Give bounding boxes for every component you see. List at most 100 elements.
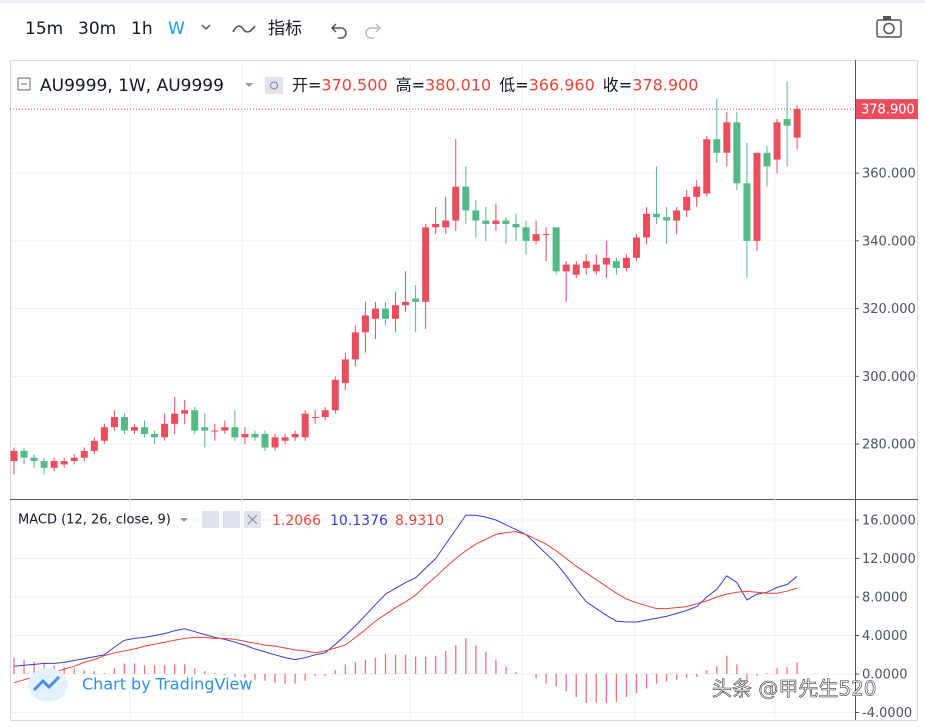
- last-price-tag: [856, 99, 918, 120]
- candle-body: [331, 379, 339, 411]
- candle-body: [753, 152, 761, 241]
- candle-body: [723, 122, 731, 153]
- undo-icon[interactable]: [330, 23, 347, 39]
- macd-line: [13, 531, 798, 684]
- last-price-label: 378.900: [861, 103, 915, 118]
- candle-body: [201, 427, 209, 431]
- candle-body: [432, 223, 440, 228]
- indicators-button[interactable]: 指标: [268, 19, 302, 39]
- candle-body: [643, 213, 651, 238]
- macd-hist-value: 1.2066: [272, 513, 321, 529]
- candle-body: [40, 461, 48, 468]
- price-legend: AU9999, 1W, AU9999 开= 370.500 高= 380.010 低= 3…: [17, 76, 698, 96]
- y-tick-label: 16.0000: [862, 514, 916, 529]
- redo-icon[interactable]: [365, 23, 382, 39]
- candle-body: [311, 417, 319, 419]
- macd-title: MACD (12, 26, close, 9): [18, 513, 171, 528]
- watermark-text[interactable]: Chart by TradingView: [82, 675, 252, 694]
- candle-body: [442, 220, 450, 228]
- candle-body: [522, 227, 530, 241]
- y-tick-label: 320.000: [862, 302, 916, 317]
- y-tick-label: 300.000: [862, 370, 916, 385]
- candle-body: [221, 427, 229, 431]
- candle-body: [271, 437, 279, 448]
- indicator-icon[interactable]: [232, 25, 256, 33]
- candle-body: [773, 122, 781, 160]
- candle-body: [30, 457, 38, 462]
- candle-body: [783, 118, 791, 126]
- candle-body: [261, 433, 269, 448]
- candle-body: [191, 410, 199, 431]
- y-tick-label: 340.000: [862, 234, 916, 249]
- ohlc-value: 378.900: [632, 76, 698, 95]
- candle-body: [653, 213, 661, 218]
- candle-body: [301, 413, 309, 438]
- candle-body: [492, 220, 500, 224]
- interval-button[interactable]: 1h: [131, 19, 153, 39]
- symbol-label: AU9999, 1W, AU9999: [40, 76, 224, 96]
- interval-button[interactable]: 15m: [25, 19, 63, 39]
- time-grid: [129, 61, 776, 720]
- collapse-icon[interactable]: [17, 77, 31, 91]
- interval-button[interactable]: 30m: [78, 19, 116, 39]
- macd-legend: MACD (12, 26, close, 9) 1.2066 10.1376 8…: [18, 511, 444, 529]
- candle-body: [592, 264, 600, 272]
- macd-line: [13, 514, 798, 667]
- candle-body: [683, 196, 691, 211]
- candle-body: [181, 410, 189, 414]
- settings-button[interactable]: [223, 511, 240, 528]
- y-tick-label: 4.0000: [862, 629, 908, 644]
- candle-body: [532, 234, 540, 241]
- y-tick-label: 12.0000: [862, 552, 916, 567]
- interval-button[interactable]: W: [168, 19, 185, 39]
- macd-line-value: 10.1376: [330, 513, 388, 529]
- candle-body: [562, 264, 570, 272]
- eye-icon[interactable]: [265, 77, 283, 94]
- candle-body: [622, 257, 630, 268]
- candle-body: [371, 308, 379, 319]
- y-tick-label: 8.0000: [862, 591, 908, 606]
- y-tick-label: 360.000: [862, 167, 916, 182]
- candle-body: [693, 186, 701, 197]
- candle-body: [512, 223, 520, 228]
- ohlc-value: 366.960: [529, 76, 595, 95]
- candle-body: [733, 122, 741, 184]
- ohlc-name: 低=: [499, 76, 528, 95]
- ohlc-name: 高=: [396, 76, 425, 95]
- candle-body: [482, 220, 490, 224]
- dropdown-chevron[interactable]: [201, 24, 211, 31]
- candle-body: [462, 186, 470, 211]
- candle-body: [392, 305, 400, 319]
- candle-body: [602, 257, 610, 265]
- ohlc-values: 开= 370.500 高= 380.010 低= 366.960 收= 378.900: [292, 76, 698, 95]
- y-tick-label: -4.0000: [862, 706, 912, 721]
- candle-body: [321, 410, 329, 418]
- macd-dropdown[interactable]: [180, 518, 188, 522]
- candle-body: [793, 109, 801, 138]
- candle-body: [141, 427, 149, 434]
- candle-body: [472, 210, 480, 221]
- candle-body: [231, 427, 239, 438]
- candle-body: [763, 152, 771, 167]
- screenshot-icon[interactable]: [876, 16, 902, 38]
- candle-body: [361, 315, 369, 333]
- symbol-dropdown[interactable]: [245, 83, 253, 87]
- candle-body: [612, 261, 620, 268]
- candle-body: [422, 227, 430, 302]
- ohlc-name: 收=: [603, 76, 632, 95]
- candle-body: [542, 234, 550, 236]
- ohlc-value: 370.500: [321, 76, 387, 95]
- candle-body: [80, 450, 88, 458]
- candle-body: [452, 186, 460, 221]
- candle-body: [60, 461, 68, 465]
- candle-body: [663, 217, 671, 221]
- candle-body: [130, 427, 138, 431]
- eye-button[interactable]: [202, 511, 219, 528]
- candle-body: [211, 430, 219, 432]
- candle-body: [703, 139, 711, 194]
- candle-body: [402, 301, 410, 306]
- top-edge: [0, 0, 925, 3]
- candle-body: [412, 298, 420, 302]
